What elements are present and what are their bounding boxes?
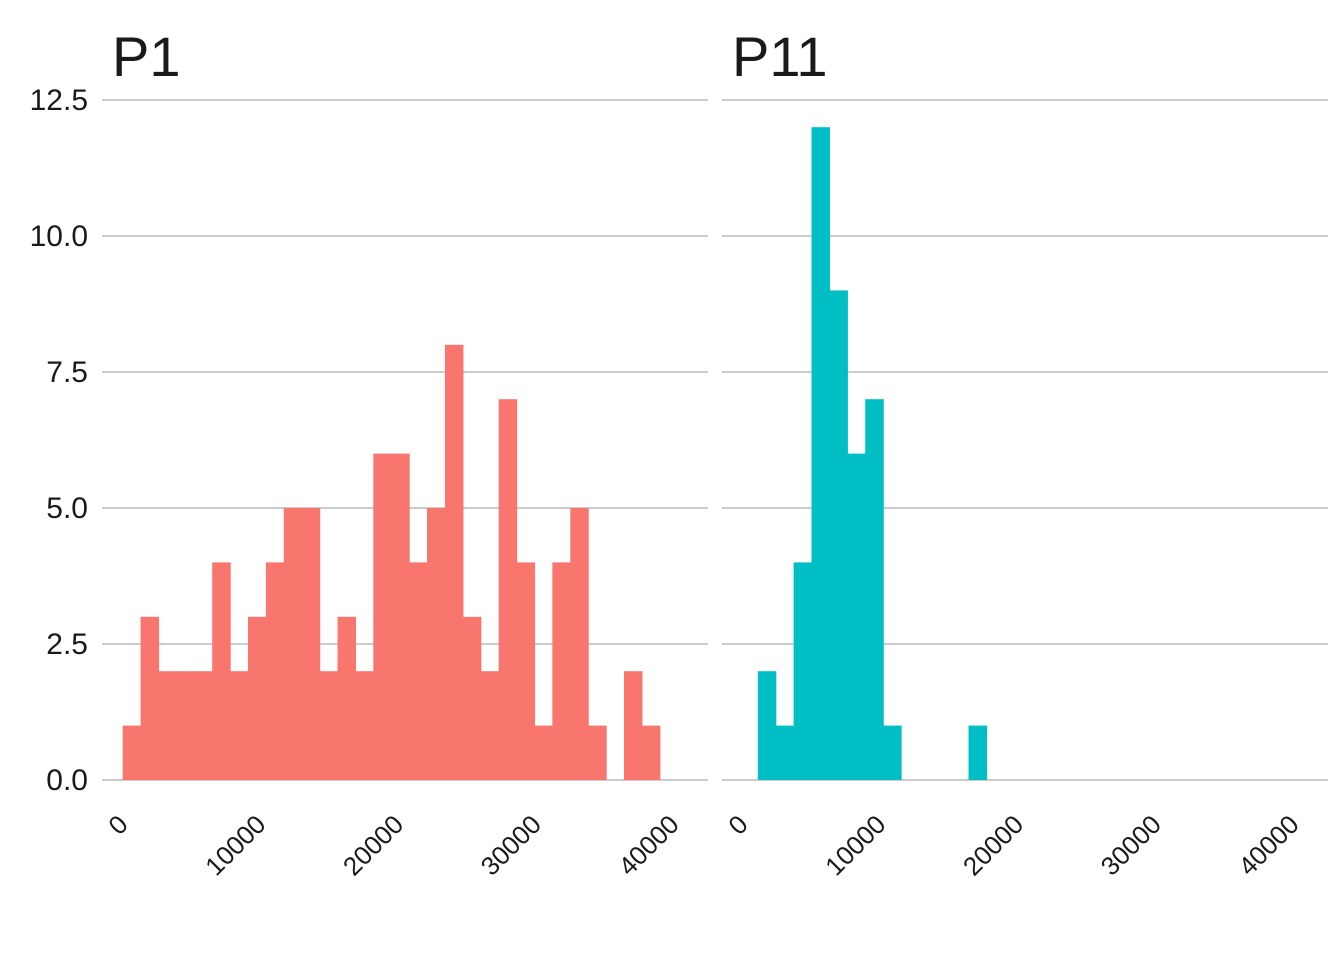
histogram-bar [355,671,374,780]
x-tick-label: 10000 [819,809,891,881]
histogram-bar [462,616,482,780]
histogram-bar [158,671,177,780]
histogram-bar [793,562,813,780]
x-tick-label: 0 [102,809,133,840]
x-tick-label: 10000 [199,809,271,881]
histogram-bar [230,671,249,780]
histogram-bar [194,671,213,780]
x-tick-label: 0 [722,809,753,840]
histogram-bar [391,453,410,780]
histogram-bar [623,671,643,780]
x-tick-label: 40000 [612,809,684,881]
y-tick-label: 7.5 [46,356,88,389]
histogram-bar [516,562,536,780]
histogram-bar [775,725,795,780]
x-tick-label: 20000 [337,809,409,881]
histogram-bar [283,508,303,780]
histogram-bar [811,127,831,780]
x-tick-label: 30000 [1095,809,1167,881]
histogram-bar [570,508,589,780]
histogram-bar [337,616,357,780]
histogram-bar [968,725,988,780]
histogram-bar [122,725,142,780]
x-tick-label: 30000 [475,809,547,881]
histogram-bar [247,616,267,780]
histogram-bar [588,725,607,780]
x-tick-label: 40000 [1232,809,1304,881]
histogram-bar [319,671,339,780]
histogram-bar [427,508,446,780]
y-tick-label: 2.5 [46,628,88,661]
histogram-bar [883,725,902,780]
histogram-bar [534,725,553,780]
histogram-bar [829,290,848,780]
y-tick-label: 5.0 [46,492,88,525]
histogram-bar [140,616,160,780]
histogram-bar [265,562,285,780]
histogram-bar [409,562,428,780]
histogram-bar [757,671,777,780]
y-tick-label: 10.0 [30,220,88,253]
y-tick-label: 12.5 [30,84,88,117]
histogram-bar [373,453,392,780]
x-tick-label: 20000 [957,809,1029,881]
histogram-bar [480,671,500,780]
histogram-bar [641,725,661,780]
histogram-bar [847,453,866,780]
histogram-bar [176,671,195,780]
histogram-bar [212,562,231,780]
histogram-bar [552,562,571,780]
histogram-bar [865,399,884,780]
histogram-bar [444,344,464,780]
histogram-bar [301,508,321,780]
facet-title: P11 [732,25,827,88]
y-tick-label: 0.0 [46,764,88,797]
histogram-bar [498,399,518,780]
facet-title: P1 [112,25,181,88]
